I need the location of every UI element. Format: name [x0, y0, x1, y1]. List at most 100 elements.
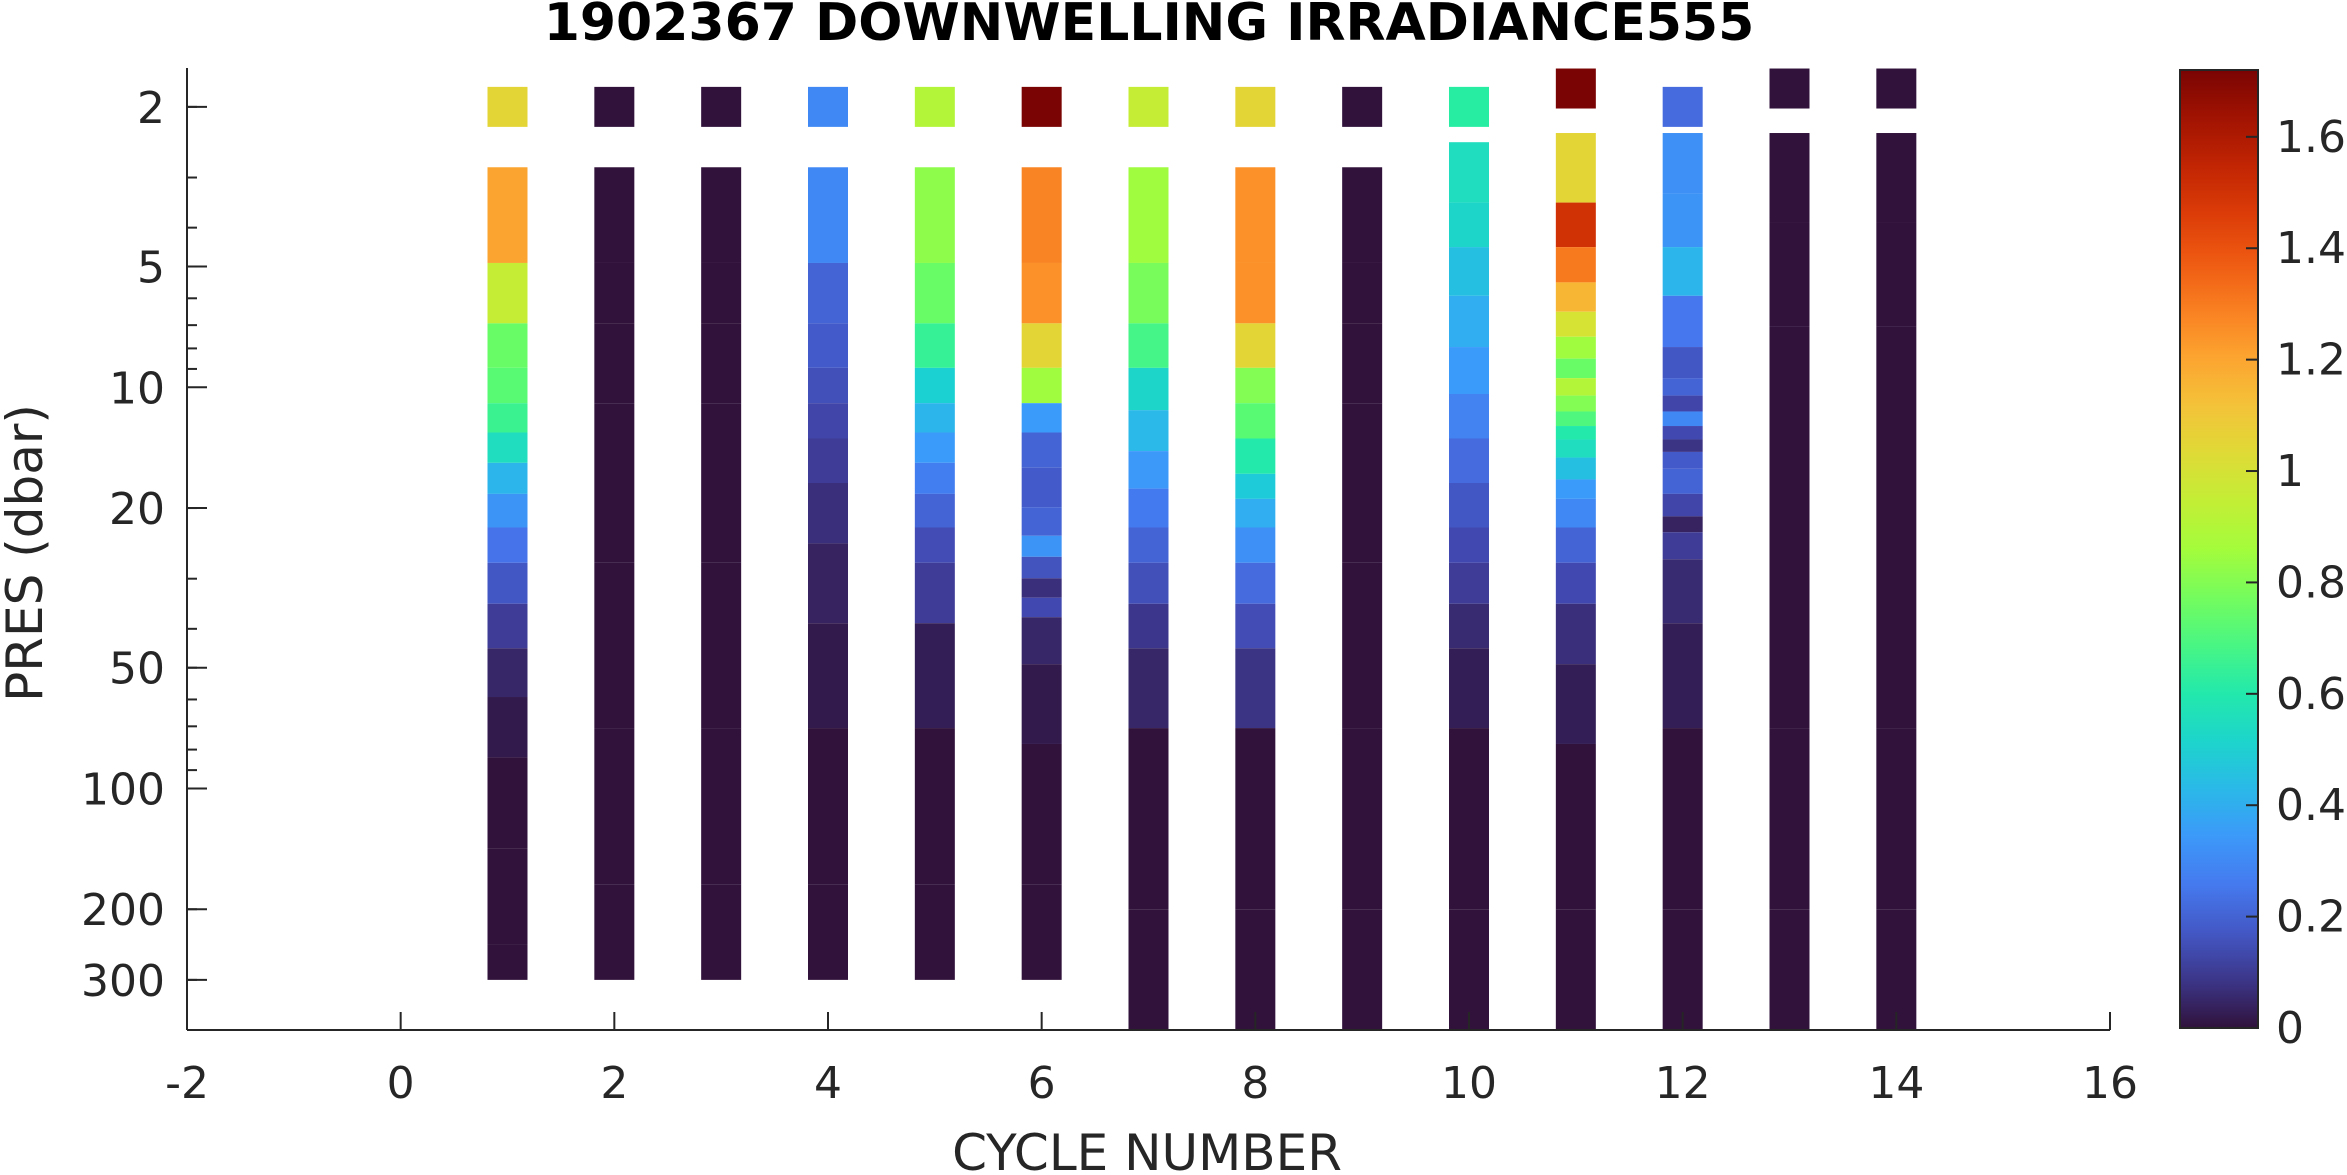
heatmap-cell [1449, 562, 1489, 604]
heatmap-cell [487, 527, 528, 563]
heatmap-cell [1235, 403, 1276, 439]
heatmap-cell [487, 648, 528, 698]
heatmap-cell [594, 167, 635, 263]
heatmap-cell [1449, 603, 1489, 649]
colorbar-gradient [2179, 69, 2259, 1029]
heatmap-cell [1555, 133, 1596, 203]
heatmap-cell [594, 403, 635, 563]
x-tick-label: 8 [1241, 1058, 1269, 1109]
heatmap-cell [1449, 347, 1489, 394]
heatmap-cell [808, 323, 848, 368]
heatmap-cell [1128, 728, 1169, 910]
heatmap-cell [701, 86, 742, 127]
heatmap-cell [1342, 86, 1383, 127]
heatmap-cell [1449, 393, 1489, 439]
y-tick-label: 5 [137, 243, 165, 294]
heatmap-cell [808, 438, 848, 483]
heatmap-cell [701, 167, 742, 263]
heatmap-cell [1555, 743, 1596, 910]
heatmap-cell [1021, 556, 1062, 579]
heatmap-cell [1128, 367, 1169, 411]
heatmap-cell [1662, 532, 1703, 560]
heatmap-cell [1128, 323, 1169, 368]
heatmap-cell [1662, 623, 1703, 729]
heatmap-cell [487, 462, 528, 494]
heatmap-cell [1021, 167, 1062, 263]
heatmap-cell [1555, 68, 1596, 109]
heatmap-cell [1021, 467, 1062, 508]
heatmap-cell [487, 167, 528, 263]
heatmap-cell [808, 623, 848, 729]
x-tick-label: 10 [1441, 1058, 1497, 1109]
heatmap-cell [1555, 426, 1596, 440]
heatmap-cell [487, 403, 528, 433]
heatmap-cell [914, 262, 955, 324]
chart-title: 1902367 DOWNWELLING IRRADIANCE555 [544, 0, 1755, 53]
heatmap-cell [594, 728, 635, 885]
heatmap-cell [701, 562, 742, 729]
heatmap-cell [1128, 527, 1169, 563]
heatmap-cell [1342, 562, 1383, 729]
x-tick-label: 14 [1868, 1058, 1924, 1109]
heatmap-cell [1449, 142, 1489, 203]
heatmap-cell [1876, 133, 1917, 223]
heatmap-cell [1021, 507, 1062, 536]
heatmap-cell [487, 432, 528, 463]
heatmap-cell [1235, 262, 1276, 324]
heatmap-cell [701, 884, 742, 980]
heatmap-cell [1555, 562, 1596, 604]
heatmap-cell [914, 462, 955, 494]
heatmap-cell [701, 728, 742, 885]
heatmap-cell [1021, 432, 1062, 468]
x-tick-label: 16 [2082, 1058, 2138, 1109]
heatmap-cell [487, 944, 528, 980]
heatmap-cell [1342, 909, 1383, 1030]
heatmap-cell [914, 562, 955, 624]
heatmap-cell [594, 323, 635, 404]
heatmap-cell [1235, 86, 1276, 127]
heatmap-cell [1128, 86, 1169, 127]
y-tick-label: 100 [81, 764, 165, 815]
heatmap-cell [1769, 909, 1810, 1030]
heatmap-cell [808, 367, 848, 404]
heatmap-cell [594, 562, 635, 729]
heatmap-cell [914, 884, 955, 980]
colorbar-tick-label: 0.8 [2276, 557, 2346, 608]
x-tick-label: 2 [600, 1058, 628, 1109]
heatmap-cell [808, 728, 848, 885]
y-tick-label: 200 [81, 885, 165, 936]
heatmap-cell [1449, 648, 1489, 729]
colorbar-tick-label: 0 [2276, 1003, 2304, 1054]
heatmap-cell [701, 262, 742, 324]
heatmap-cell [914, 493, 955, 528]
heatmap-cell [1662, 451, 1703, 469]
heatmap-cell [1555, 202, 1596, 248]
heatmap-cell [914, 403, 955, 433]
heatmap-cell [1449, 247, 1489, 296]
heatmap-cell [808, 167, 848, 263]
heatmap-cell [914, 86, 955, 127]
heatmap-cell [1769, 326, 1810, 528]
heatmap-cell [1555, 498, 1596, 528]
heatmap-cell [1555, 603, 1596, 665]
heatmap-cell [808, 482, 848, 544]
heatmap-cell [1235, 167, 1276, 263]
heatmap-cell [1662, 909, 1703, 1030]
heatmap-cell [808, 543, 848, 624]
y-tick-label: 2 [137, 83, 165, 134]
heatmap-cell [1342, 728, 1383, 910]
colorbar-tick-label: 1.2 [2276, 335, 2346, 386]
heatmap-cell [1021, 535, 1062, 557]
heatmap-cell [1662, 193, 1703, 248]
heatmap-cell [1128, 488, 1169, 528]
colorbar-tick-label: 0.2 [2276, 892, 2346, 943]
heatmap-cell [808, 262, 848, 324]
colorbar-tick-label: 0.4 [2276, 780, 2346, 831]
heatmap-cell [487, 493, 528, 528]
heatmap-cell [1235, 323, 1276, 368]
heatmap-cell [1555, 909, 1596, 1030]
heatmap-cell [1662, 516, 1703, 533]
colorbar: 0 0.2 0.4 0.6 0.8 1 1.2 1.4 1.6 [2179, 69, 2346, 1054]
heatmap-cell [1769, 527, 1810, 729]
x-tick-label: 12 [1655, 1058, 1711, 1109]
